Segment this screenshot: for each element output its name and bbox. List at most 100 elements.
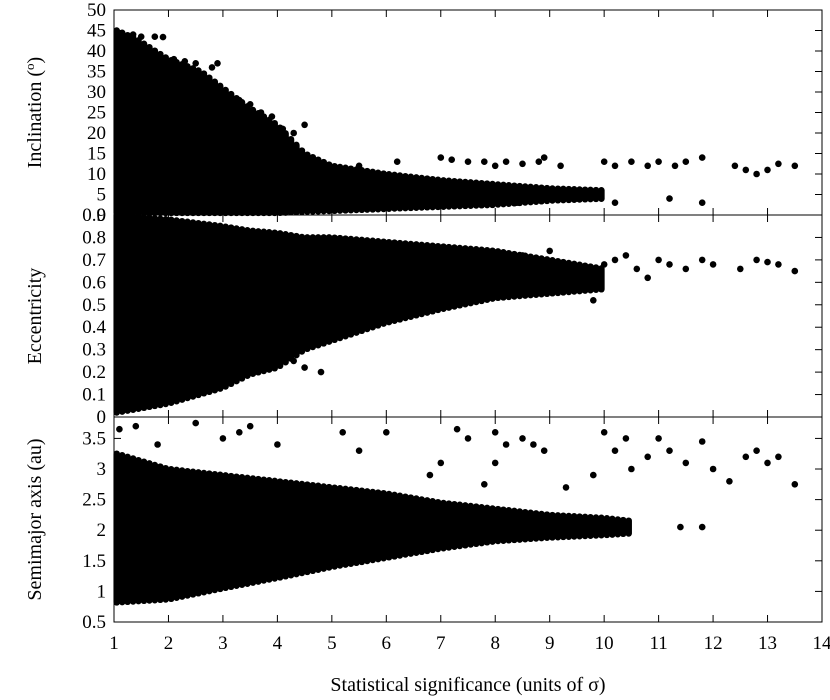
data-point xyxy=(426,471,434,479)
data-point xyxy=(655,256,662,264)
data-point xyxy=(726,478,733,485)
data-point xyxy=(775,160,782,168)
x-tick-label: 3 xyxy=(218,633,228,654)
points-semimajor-axis xyxy=(113,419,799,606)
y-tick-label: 0 xyxy=(97,407,107,428)
data-point xyxy=(219,435,227,442)
y-tick-label: 0.1 xyxy=(82,385,106,406)
y-tick-label: 45 xyxy=(87,21,106,42)
data-point xyxy=(502,158,510,165)
y-tick-label: 25 xyxy=(87,103,106,124)
data-point xyxy=(677,523,684,531)
y-tick-label: 35 xyxy=(87,62,106,83)
data-point xyxy=(448,156,456,163)
data-point xyxy=(246,101,254,108)
x-tick-label: 7 xyxy=(436,633,446,654)
data-point xyxy=(791,481,799,488)
data-point xyxy=(764,459,771,467)
data-point xyxy=(268,113,276,120)
data-point xyxy=(393,158,401,165)
data-point xyxy=(317,368,325,376)
y-tick-label: 15 xyxy=(87,144,106,165)
data-point xyxy=(682,158,690,165)
data-point xyxy=(611,447,619,455)
data-point xyxy=(519,435,526,442)
data-point xyxy=(301,121,308,129)
data-point xyxy=(246,422,254,430)
y-tick-label: 0.2 xyxy=(82,362,106,383)
y-tick-label: 3.5 xyxy=(82,428,106,449)
data-point xyxy=(611,199,619,206)
x-tick-label: 8 xyxy=(490,633,500,654)
y-tick-label: 0.5 xyxy=(82,612,106,633)
data-point xyxy=(775,453,782,461)
data-point xyxy=(731,162,739,170)
y-tick-label: 0.4 xyxy=(82,317,106,338)
data-point xyxy=(590,297,597,304)
data-point xyxy=(214,60,221,67)
data-point xyxy=(236,429,243,436)
data-point xyxy=(339,429,347,436)
data-point xyxy=(600,261,608,268)
data-point xyxy=(151,33,159,40)
data-point xyxy=(546,247,553,255)
x-tick-label: 4 xyxy=(273,633,283,654)
y-tick-label: 5 xyxy=(97,185,107,206)
y-tick-label: 2.5 xyxy=(82,490,106,511)
y-tick-label: 50 xyxy=(87,0,106,21)
x-tick-label: 2 xyxy=(164,633,174,654)
data-point xyxy=(491,162,499,170)
data-point xyxy=(274,441,281,448)
y-tick-label: 0.5 xyxy=(82,295,106,316)
x-tick-label: 1 xyxy=(109,633,119,654)
points-inclination xyxy=(113,27,799,217)
data-point xyxy=(655,158,662,165)
data-point xyxy=(698,438,706,445)
data-point xyxy=(633,265,641,273)
data-point xyxy=(159,33,167,41)
y-tick-label: 0.6 xyxy=(82,272,106,293)
x-tick-label: 6 xyxy=(382,633,392,654)
y-tick-label: 20 xyxy=(87,123,106,144)
data-point xyxy=(170,55,178,63)
data-point xyxy=(290,129,298,137)
data-point xyxy=(513,199,521,206)
data-point xyxy=(355,447,363,455)
data-point xyxy=(301,364,308,371)
data-point xyxy=(611,256,619,264)
data-point xyxy=(535,158,543,165)
data-point xyxy=(540,154,548,161)
data-point xyxy=(682,459,690,467)
data-point xyxy=(129,31,137,38)
y-tick-label: 0.7 xyxy=(82,250,106,271)
x-tick-label: 5 xyxy=(327,633,337,654)
data-point xyxy=(355,162,363,170)
y-tick-label: 30 xyxy=(87,82,106,103)
data-point xyxy=(764,166,771,174)
data-point xyxy=(519,160,526,168)
data-point xyxy=(775,261,782,268)
data-point xyxy=(279,125,287,133)
x-tick-label: 12 xyxy=(704,633,723,654)
y-axis-title-semimajor-axis: Semimajor axis (au) xyxy=(24,438,46,600)
data-point xyxy=(655,435,662,442)
y-tick-label: 10 xyxy=(87,164,106,185)
data-point xyxy=(383,429,390,436)
data-point xyxy=(666,261,673,268)
data-point xyxy=(628,465,635,473)
data-point xyxy=(666,447,673,455)
y-tick-label: 0.3 xyxy=(82,340,106,361)
data-point xyxy=(709,261,717,268)
data-point xyxy=(519,252,526,259)
data-point xyxy=(764,258,771,266)
data-point xyxy=(590,471,597,479)
x-axis-title: Statistical significance (units of σ) xyxy=(330,674,605,696)
data-point xyxy=(622,252,630,259)
data-point xyxy=(208,64,216,71)
data-point xyxy=(481,481,488,488)
data-point xyxy=(791,267,799,275)
x-tick-label: 13 xyxy=(758,633,777,654)
data-point xyxy=(236,96,243,104)
data-point xyxy=(753,447,760,455)
